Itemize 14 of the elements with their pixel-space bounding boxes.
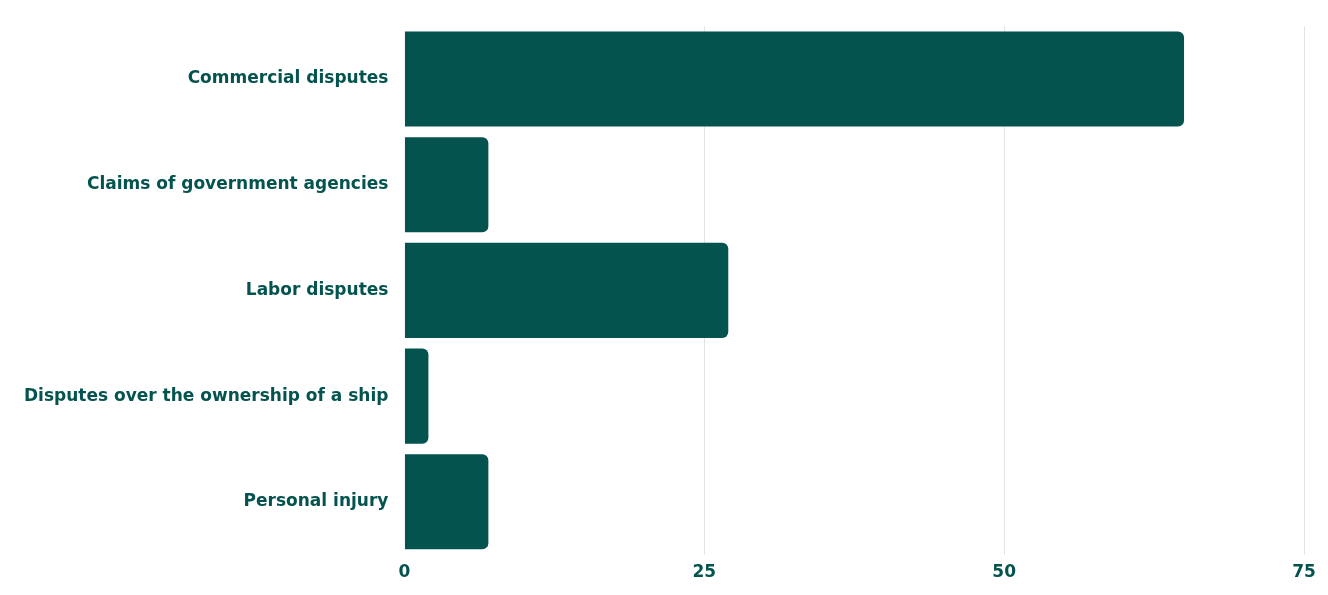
bar [404,348,429,444]
bar [404,137,489,233]
bar [404,31,1185,127]
y-tick-label: Personal injury [243,490,389,511]
y-tick-label: Commercial disputes [187,67,389,88]
y-tick-label: Labor disputes [245,278,389,299]
x-tick-label: 25 [692,561,717,582]
x-tick-label: 75 [1292,561,1316,582]
bar [404,454,489,550]
x-tick-label: 50 [992,561,1017,582]
bar [404,242,729,338]
y-tick-label: Disputes over the ownership of a ship [23,384,389,405]
x-tick-label: 0 [398,561,411,582]
y-tick-label: Claims of government agencies [86,173,389,194]
